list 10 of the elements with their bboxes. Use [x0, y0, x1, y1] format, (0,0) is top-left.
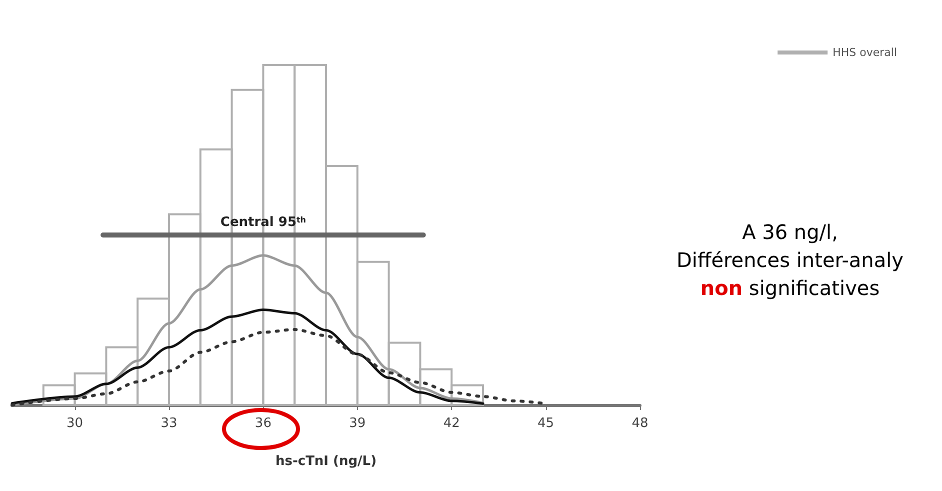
- x-tick-label: 48: [632, 416, 648, 431]
- x-tick-label: 36: [254, 416, 272, 431]
- text: A 36 ng/l, Différences inter-analy non significatives: [675, 219, 904, 302]
- legend-label: HHS overall: [832, 46, 897, 59]
- x-tick-label: 42: [443, 416, 460, 431]
- x-tick-label: 45: [538, 416, 554, 431]
- x-tick-label: 30: [66, 416, 84, 431]
- x-axis-title: hs-cTnI (ng/L): [275, 454, 377, 469]
- x-tick-label: 39: [349, 416, 366, 431]
- x-tick-label: 33: [160, 416, 178, 431]
